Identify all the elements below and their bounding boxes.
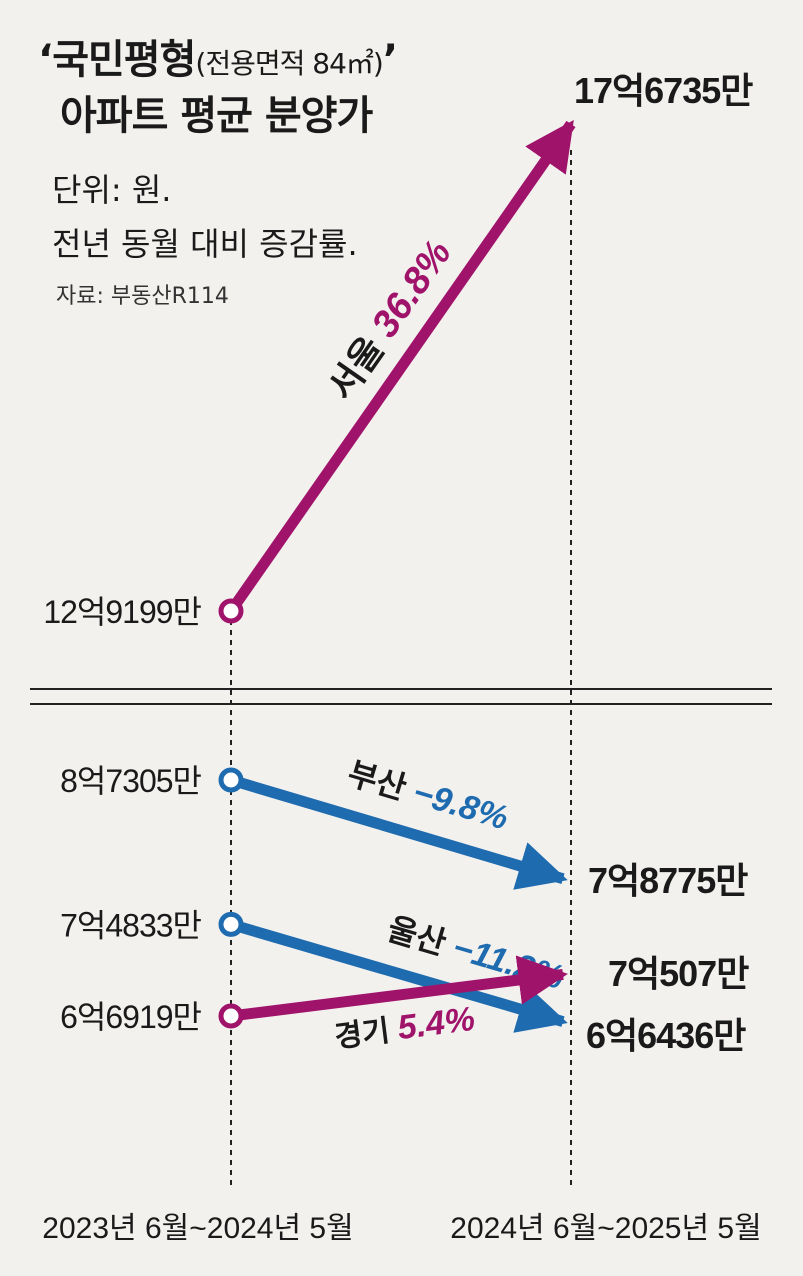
start-value-label-busan: 8억7305만 [60, 763, 201, 799]
x-tick-label-start: 2023년 6월~2024년 5월 [42, 1212, 353, 1245]
end-value-label-seoul: 17억6735만 [574, 70, 753, 111]
data-point-start-seoul [218, 598, 244, 624]
region-name-ulsan: 울산 [384, 911, 459, 965]
data-point-start-busan [218, 767, 244, 793]
chart-title: ‘국민평형(전용면적 84㎡)’ [38, 37, 398, 83]
data-point-start-ulsan [218, 911, 244, 937]
data-point-start-gyeonggi [218, 1003, 244, 1029]
chart-subtitle: (전용면적 84㎡) [195, 47, 383, 80]
region-name-gyeonggi: 경기 [333, 1014, 400, 1055]
change-rate-gyeonggi: 5.4% [395, 1000, 477, 1047]
start-value-label-gyeonggi: 6억6919만 [60, 999, 201, 1035]
end-value-label-ulsan: 6억6436만 [586, 1015, 746, 1056]
end-value-label-gyeonggi: 7억507만 [608, 953, 749, 994]
series-line-gyeonggi [230, 955, 568, 1022]
start-value-label-ulsan: 7억4833만 [60, 907, 201, 943]
change-rate-seoul: 36.8% [364, 233, 460, 345]
series-label-gyeonggi: 경기 5.4% [332, 1000, 477, 1055]
region-name-busan: 부산 [344, 755, 419, 809]
start-value-label-seoul: 12억9199만 [43, 594, 201, 630]
series-line-busan [229, 774, 568, 890]
unit-note: 단위: 원. [52, 171, 172, 209]
series-line-ulsan [229, 919, 568, 1033]
change-rate-busan: −9.8% [408, 773, 512, 837]
change-note: 전년 동월 대비 증감률. [52, 225, 358, 263]
x-tick-label-end: 2024년 6월~2025년 5월 [450, 1212, 761, 1245]
source-note: 자료: 부동산R114 [56, 284, 229, 309]
chart-title-line2: 아파트 평균 분양가 [60, 93, 373, 139]
series-line-seoul [226, 119, 576, 615]
end-value-label-busan: 7억8775만 [588, 860, 748, 901]
